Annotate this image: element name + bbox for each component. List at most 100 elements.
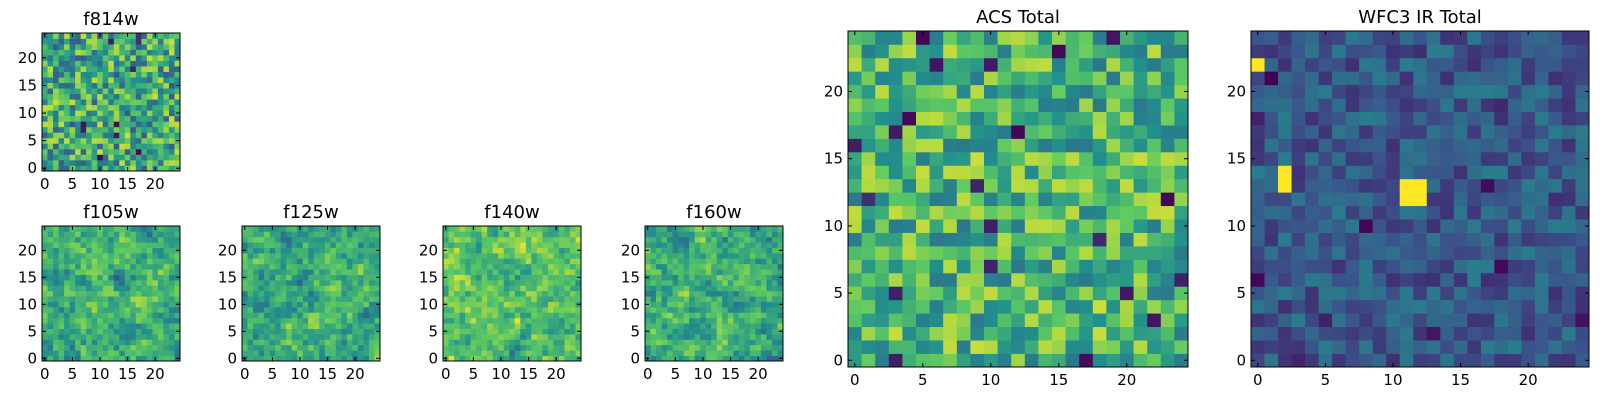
- heatmap-cell: [929, 151, 944, 166]
- heatmap-cell: [1160, 219, 1175, 233]
- heatmap-cell: [536, 231, 543, 238]
- heatmap-cell: [1318, 111, 1333, 126]
- heatmap-cell: [130, 82, 137, 89]
- heatmap-cell: [253, 247, 259, 254]
- heatmap-cell: [667, 258, 673, 265]
- heatmap-cell: [1092, 71, 1107, 86]
- heatmap-cell: [135, 247, 142, 254]
- heatmap-cell: [269, 236, 276, 243]
- y-tick-label: 5: [630, 322, 640, 340]
- heatmap-cell: [86, 82, 93, 89]
- heatmap-cell: [163, 66, 170, 72]
- heatmap-cell: [352, 317, 359, 324]
- heatmap-cell: [119, 317, 126, 324]
- heatmap-cell: [163, 44, 170, 50]
- heatmap-cell: [465, 274, 471, 281]
- heatmap-cell: [492, 301, 499, 308]
- heatmap-cell: [443, 344, 449, 351]
- heatmap-cell: [902, 71, 917, 86]
- heatmap-cell: [291, 226, 298, 232]
- heatmap-cell: [1120, 44, 1134, 59]
- x-tick-label: 0: [441, 365, 451, 383]
- heatmap-cell: [861, 326, 876, 341]
- heatmap-cell: [694, 285, 701, 292]
- heatmap-cell: [929, 98, 944, 112]
- heatmap-cell: [1147, 205, 1162, 220]
- heatmap-cell: [130, 60, 137, 67]
- heatmap-cell: [448, 242, 455, 248]
- heatmap-cell: [465, 334, 471, 340]
- heatmap-cell: [152, 231, 159, 238]
- heatmap-cell: [53, 55, 59, 61]
- heatmap-cell: [102, 263, 109, 270]
- heatmap-cell: [64, 253, 70, 259]
- heatmap-cell: [1305, 71, 1319, 86]
- heatmap-cell: [58, 344, 65, 351]
- y-tick-label: 20: [1227, 82, 1246, 100]
- heatmap-cell: [47, 344, 54, 351]
- heatmap-cell: [1399, 84, 1414, 99]
- heatmap-cell: [119, 274, 126, 281]
- heatmap-cell: [645, 263, 651, 270]
- heatmap-cell: [135, 143, 142, 150]
- heatmap-cell: [1575, 98, 1590, 112]
- heatmap-cell: [64, 280, 70, 286]
- heatmap-cell: [119, 38, 126, 45]
- heatmap-cell: [258, 301, 265, 308]
- heatmap-cell: [113, 148, 120, 155]
- heatmap-cell: [929, 205, 944, 220]
- heatmap-cell: [69, 143, 76, 150]
- heatmap-cell: [564, 350, 571, 356]
- heatmap-cell: [1160, 98, 1175, 112]
- heatmap-cell: [368, 247, 375, 254]
- heatmap-cell: [64, 44, 70, 50]
- heatmap-cell: [689, 269, 696, 275]
- heatmap-cell: [146, 307, 153, 313]
- heatmap-cell: [542, 269, 549, 275]
- heatmap-cell: [1318, 71, 1333, 86]
- heatmap-cell: [108, 339, 115, 346]
- heatmap-cell: [459, 231, 466, 238]
- heatmap-cell: [744, 323, 751, 329]
- heatmap-cell: [1147, 151, 1162, 166]
- heatmap-cell: [280, 350, 287, 356]
- heatmap-cell: [69, 285, 76, 292]
- heatmap-cell: [1065, 219, 1080, 233]
- heatmap-cell: [902, 232, 917, 247]
- heatmap-cell: [258, 323, 265, 329]
- heatmap-cell: [1251, 246, 1265, 260]
- heatmap-cell: [1120, 205, 1134, 220]
- heatmap-cell: [738, 258, 745, 265]
- heatmap-cell: [174, 258, 181, 265]
- heatmap-cell: [1372, 313, 1387, 328]
- y-tick-label: 5: [833, 284, 843, 302]
- heatmap-cell: [1386, 286, 1401, 301]
- heatmap-cell: [357, 263, 364, 270]
- heatmap-cell: [1052, 178, 1066, 193]
- heatmap-cell: [363, 323, 370, 329]
- heatmap-cell: [771, 242, 778, 248]
- heatmap-cell: [661, 317, 668, 324]
- heatmap-cell: [1291, 246, 1306, 260]
- heatmap-cell: [498, 263, 505, 270]
- heatmap-cell: [1399, 205, 1414, 220]
- heatmap-cell: [286, 247, 293, 254]
- heatmap-cell: [902, 31, 917, 45]
- heatmap-cell: [247, 344, 254, 351]
- heatmap-cell: [1133, 259, 1148, 274]
- heatmap-cell: [1548, 111, 1563, 126]
- heatmap-cell: [575, 307, 582, 313]
- heatmap-cell: [174, 226, 181, 232]
- heatmap-cell: [335, 274, 342, 281]
- y-tick-label: 20: [621, 241, 640, 259]
- heatmap-cell: [476, 323, 482, 329]
- heatmap-cell: [1332, 353, 1346, 368]
- heatmap-cell: [481, 274, 488, 281]
- heatmap-cell: [1332, 57, 1346, 72]
- heatmap-cell: [553, 263, 560, 270]
- heatmap-cell: [970, 246, 985, 260]
- heatmap-cell: [766, 226, 773, 232]
- heatmap-cell: [130, 253, 137, 259]
- heatmap-cell: [749, 334, 756, 340]
- heatmap-cell: [64, 49, 70, 56]
